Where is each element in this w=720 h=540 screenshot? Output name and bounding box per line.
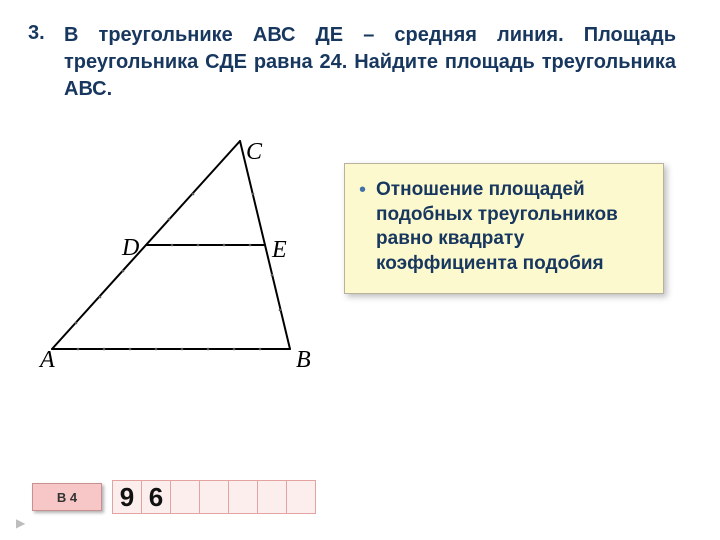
hint-text: Отношение площадей подобных треугольнико… bbox=[376, 178, 649, 277]
answer-cell[interactable] bbox=[199, 480, 229, 514]
vertex-label-d: D bbox=[122, 235, 139, 262]
vertex-label-b: B bbox=[296, 347, 311, 374]
answer-cell[interactable]: 6 bbox=[141, 480, 171, 514]
answer-row: В 4 96 bbox=[32, 480, 316, 514]
vertex-label-a: A bbox=[40, 347, 55, 374]
hint-callout: • Отношение площадей подобных треугольни… bbox=[344, 163, 664, 294]
bullet-icon: • bbox=[359, 178, 366, 203]
vertex-label-c: C bbox=[246, 139, 262, 166]
answer-cell[interactable]: 9 bbox=[112, 480, 142, 514]
answer-cells: 96 bbox=[112, 480, 316, 514]
answer-cell[interactable] bbox=[286, 480, 316, 514]
vertex-label-e: E bbox=[272, 237, 287, 264]
answer-cell[interactable] bbox=[257, 480, 287, 514]
answer-cell[interactable] bbox=[228, 480, 258, 514]
answer-label: В 4 bbox=[32, 483, 102, 511]
problem-text: В треугольнике АВС ДЕ – средняя линия. П… bbox=[64, 22, 676, 103]
problem-number: 3. bbox=[28, 22, 64, 45]
play-icon: ▶ bbox=[16, 516, 25, 530]
answer-cell[interactable] bbox=[170, 480, 200, 514]
triangle-figure: A B C D E bbox=[22, 115, 332, 375]
